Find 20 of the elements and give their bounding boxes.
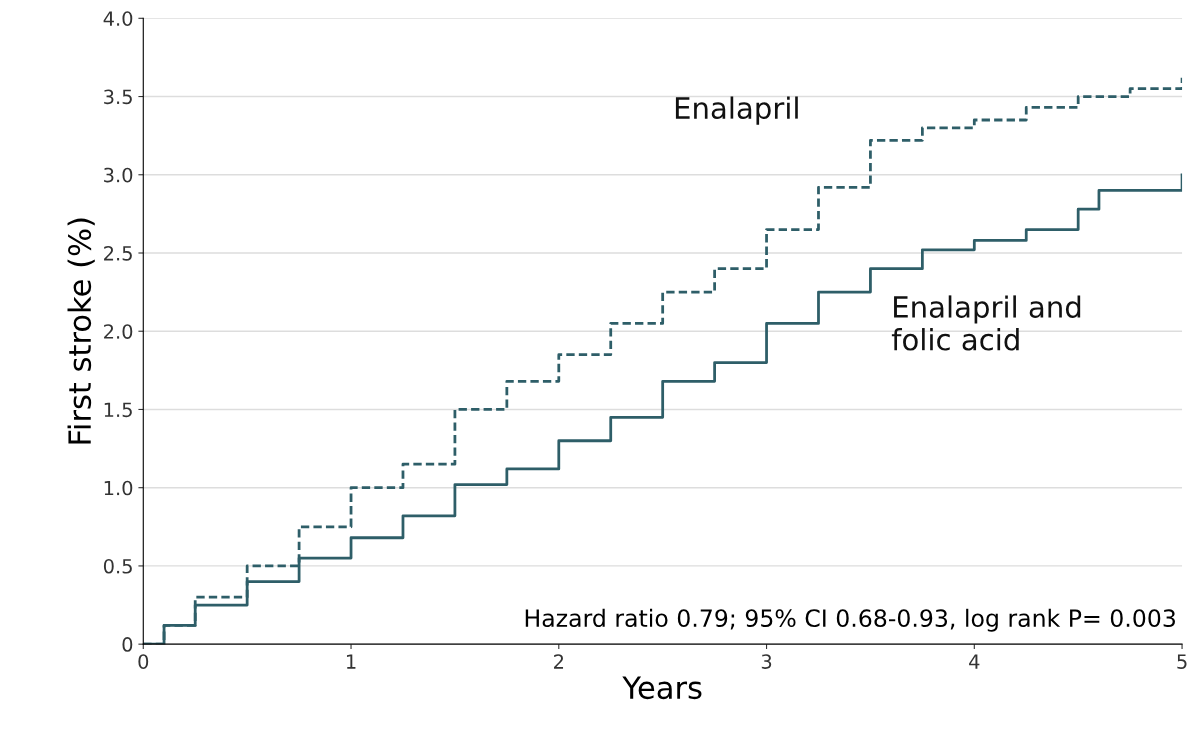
y-tick-label: 3.0	[104, 167, 133, 183]
x-tick-label: 3	[761, 654, 772, 669]
annotation: Hazard ratio 0.79; 95% CI 0.68-0.93, log rank P= 0.003	[525, 608, 1175, 632]
y-axis-title: First stroke (%)	[67, 218, 95, 444]
x-tick-label: 2	[554, 654, 564, 669]
y-tick-label: 0	[122, 637, 133, 652]
y-tick-label: 1.5	[104, 402, 132, 418]
y-tick-label: 0.5	[103, 558, 132, 574]
x-tick-label: 5	[1177, 654, 1187, 669]
x-tick-label: 1	[346, 654, 356, 669]
x-tick-label: 0	[138, 654, 149, 669]
x-axis-title: Years	[622, 676, 702, 700]
x-tick-label: 4	[969, 654, 980, 669]
y-tick-label: 4.0	[103, 11, 133, 26]
series-label: Enalapril and folic acid	[891, 295, 1081, 351]
y-tick-label: 3.5	[104, 89, 132, 105]
text: Enalapril	[675, 96, 798, 125]
y-tick-label: 2.0	[104, 324, 133, 339]
y-tick-label: 1.0	[104, 480, 133, 496]
y-tick-label: 2.5	[104, 245, 132, 261]
